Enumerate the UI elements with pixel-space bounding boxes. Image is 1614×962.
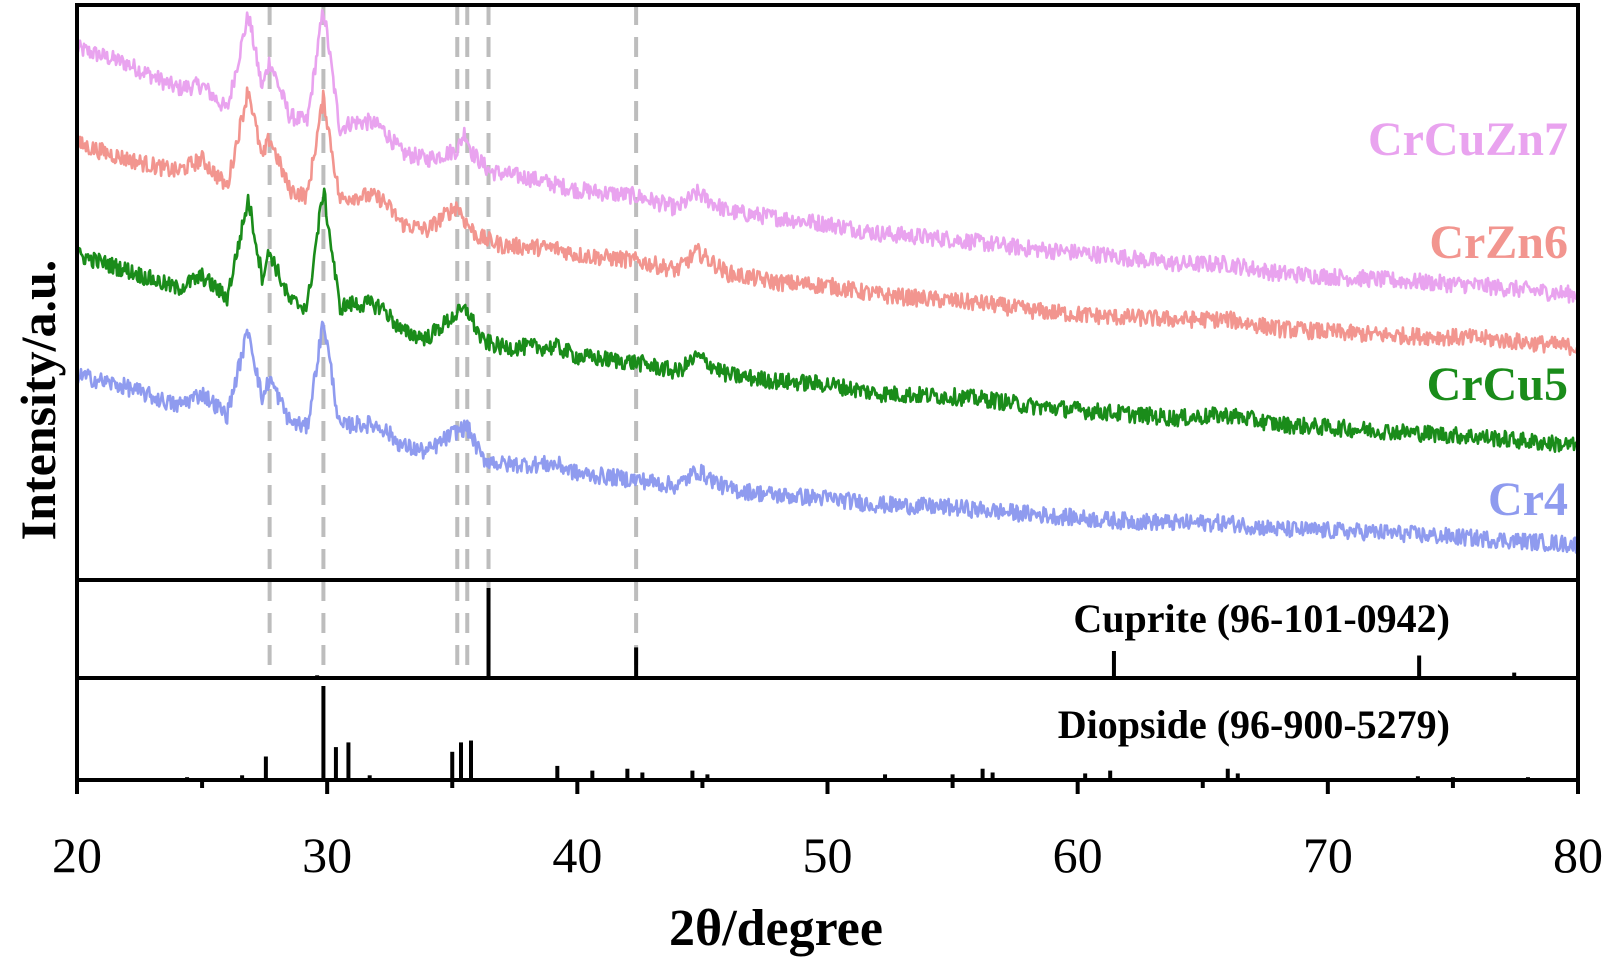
reference-label-diopside: Diopside (96-900-5279) (1058, 702, 1450, 747)
series-layer (75, 9, 1580, 554)
reference-sticks: Cuprite (96-101-0942) Diopside (96-900-52… (185, 588, 1530, 780)
series-label-cr4: Cr4 (1488, 473, 1568, 526)
y-axis-label: Intensity/a.u. (10, 260, 66, 541)
series-label-crzn6: CrZn6 (1429, 216, 1568, 269)
x-tick-label: 70 (1303, 827, 1353, 883)
series-label-crcu5: CrCu5 (1427, 358, 1568, 411)
x-tick-label: 60 (1053, 827, 1103, 883)
reference-label-cuprite: Cuprite (96-101-0942) (1073, 596, 1450, 641)
series-line-crcu5 (75, 187, 1580, 453)
series-line-crcuzn7 (75, 9, 1579, 304)
plot-frame (75, 3, 1580, 782)
series-labels: CrCuZn7 CrZn6 CrCu5 Cr4 (1368, 113, 1568, 526)
plot-border (75, 3, 1580, 782)
series-line-crzn6 (75, 86, 1580, 356)
series-line-cr4 (75, 320, 1580, 554)
series-label-crcuzn7: CrCuZn7 (1368, 113, 1568, 166)
x-tick-label: 80 (1553, 827, 1603, 883)
x-tick-label: 40 (552, 827, 602, 883)
x-axis-label: 2θ/degree (669, 900, 883, 957)
x-axis-ticks: 20 30 40 50 60 70 80 (52, 780, 1603, 883)
x-tick-label: 50 (803, 827, 853, 883)
x-tick-label: 30 (302, 827, 352, 883)
x-tick-label: 20 (52, 827, 102, 883)
